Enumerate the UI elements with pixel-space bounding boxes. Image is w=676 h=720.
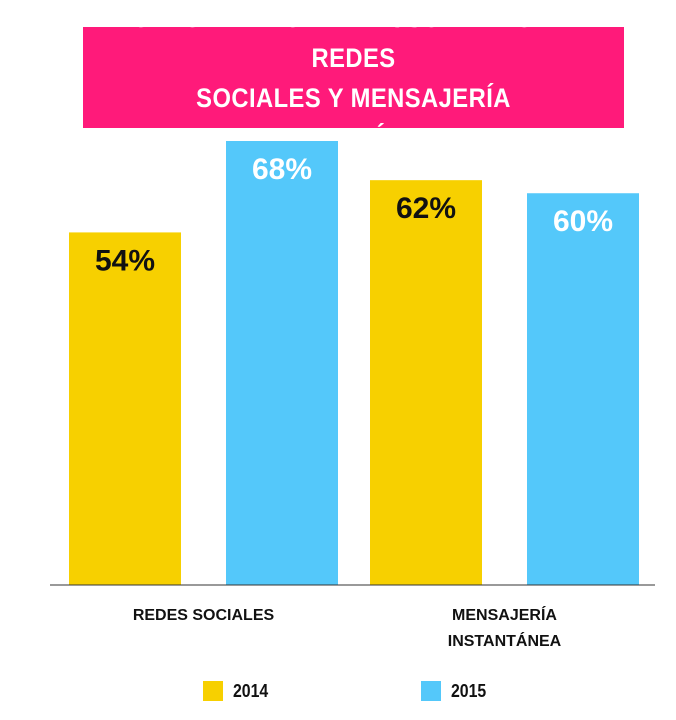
chart-title: CRECIMIENTO EN EL USO DIARIO DE REDES SO…	[131, 2, 576, 153]
data-label-2015-1: 68%	[252, 153, 312, 186]
legend-item-2014: 2014	[203, 679, 273, 703]
legend-label-2015: 2015	[451, 680, 487, 701]
legend-swatch-2015	[421, 681, 441, 701]
category-label-1: REDES SOCIALES	[133, 607, 275, 624]
bar-2015-1	[226, 141, 338, 585]
bar-2014-2	[370, 180, 482, 586]
legend-item-2015: 2015	[421, 679, 491, 703]
data-label-2014-2: 62%	[396, 192, 456, 225]
legend-swatch-2014	[203, 681, 223, 701]
bar-2014-1	[69, 232, 181, 586]
data-label-2015-2: 60%	[553, 205, 613, 238]
category-label-2: MENSAJERÍA INSTANTÁNEA	[448, 605, 562, 650]
chart-title-banner: CRECIMIENTO EN EL USO DIARIO DE REDES SO…	[83, 3, 624, 153]
legend-label-2014: 2014	[233, 680, 269, 701]
data-label-2014-1: 54%	[95, 244, 155, 277]
bar-2015-2	[527, 193, 639, 585]
